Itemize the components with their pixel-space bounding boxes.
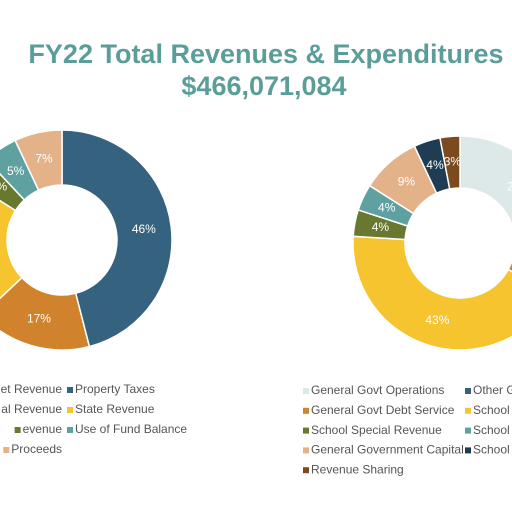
legend-label: Revenue Sharing	[311, 462, 404, 476]
slice-label: 17%	[27, 311, 51, 325]
slice-label: 4%	[378, 201, 396, 215]
legend-marker	[303, 467, 309, 474]
slice-label: 7%	[35, 152, 53, 166]
donut-slice	[14, 129, 63, 192]
legend-marker	[303, 388, 309, 394]
legend-label: Proceeds	[11, 442, 62, 456]
legend-label: State Revenue	[75, 402, 155, 416]
donut-slice	[459, 135, 512, 228]
donut-slice	[61, 129, 173, 348]
donut-slice	[352, 235, 512, 351]
chart-subtitle: $466,071,084	[181, 71, 346, 101]
legend-marker	[303, 407, 309, 414]
legend-label: School	[473, 443, 510, 457]
legend-label: get Revenue	[0, 382, 62, 396]
slice-label: 5%	[7, 164, 25, 178]
legend-label: School	[473, 423, 510, 437]
legend-label: Other G	[473, 383, 512, 397]
chart-title: FY22 Total Revenues & Expenditures	[28, 39, 503, 69]
slice-label: 4%	[372, 220, 390, 234]
legend-marker	[303, 427, 309, 434]
donut-slice	[0, 199, 23, 300]
legend-marker	[14, 427, 21, 433]
slice-label: 4%	[426, 158, 444, 172]
legend-label: School Special Revenue	[311, 423, 442, 437]
slice-label: 43%	[425, 313, 449, 327]
legend-label: School	[473, 403, 510, 417]
donut-slice	[439, 135, 461, 190]
donut-slice	[0, 276, 91, 351]
legend-marker	[3, 447, 10, 453]
legend-label: General Govt Operations	[311, 383, 444, 397]
legend-marker	[465, 427, 471, 434]
legend-label: evenue	[23, 422, 63, 436]
legend-marker	[67, 407, 73, 413]
legend-marker	[67, 427, 73, 433]
slice-label: 46%	[132, 222, 156, 236]
legend-label: Property Taxes	[75, 382, 155, 396]
legend-label: al Revenue	[1, 402, 62, 416]
slice-label: 4%	[0, 180, 7, 194]
slice-label: 9%	[398, 174, 416, 188]
legend-label: General Government Capital	[311, 443, 464, 457]
slice-label: 3%	[444, 155, 462, 169]
legend-label: Use of Fund Balance	[75, 422, 187, 436]
legend-marker	[465, 447, 471, 454]
legend-marker	[465, 388, 471, 394]
legend-marker	[67, 387, 73, 393]
legend-marker	[303, 447, 309, 454]
legend-label: General Govt Debt Service	[311, 403, 455, 417]
legend-marker	[465, 407, 471, 414]
slice-label: 26%	[507, 180, 512, 194]
